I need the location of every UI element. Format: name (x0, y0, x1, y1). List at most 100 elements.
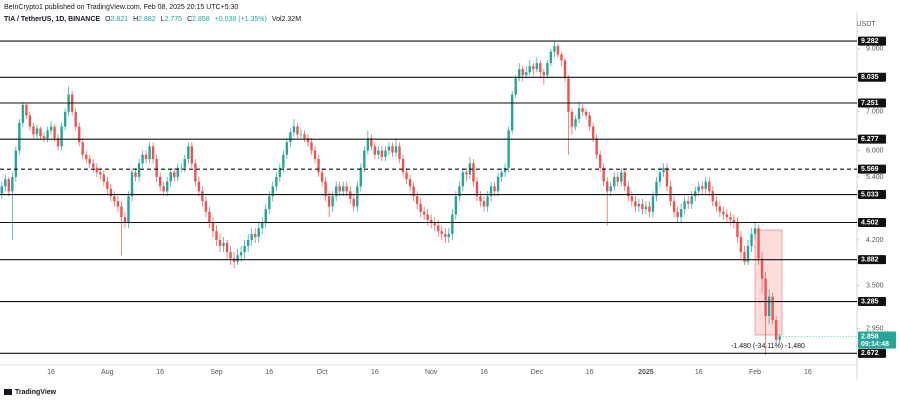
candle-body (39, 128, 42, 137)
candle-body (0, 186, 3, 194)
candle-body (81, 142, 84, 155)
ohlc-value: 2.775 (165, 16, 183, 23)
y-tick-label: 6.000 (866, 147, 884, 154)
x-tick-label: 2025 (638, 369, 654, 376)
candle-body (644, 206, 648, 210)
candle-body (577, 108, 581, 120)
candle-body (715, 201, 718, 207)
candle-body (289, 132, 292, 143)
candle-body (732, 219, 736, 223)
candle-body (127, 196, 130, 223)
logo-icon (4, 389, 12, 395)
candle-body (598, 154, 602, 168)
candle-body (151, 146, 155, 159)
candle-body (546, 63, 549, 76)
level-label: 5.033 (861, 191, 879, 198)
candle-body (7, 179, 10, 192)
ohlc-key: L (161, 16, 165, 23)
candle-body (419, 203, 422, 212)
candle-body (588, 115, 591, 127)
level-label-box (858, 255, 886, 265)
candle-body (591, 126, 595, 139)
candle-body (736, 222, 739, 237)
candle-body (408, 179, 412, 187)
candle-body (296, 126, 299, 135)
candle-body (634, 201, 637, 207)
x-tick-label: 16 (371, 369, 379, 376)
candle-body (285, 142, 289, 155)
candle-body (503, 167, 507, 173)
x-tick-label: 16 (47, 369, 55, 376)
candle-body (655, 181, 658, 197)
candle-body (623, 172, 626, 187)
candle-body (18, 122, 21, 151)
candle-body (426, 214, 429, 220)
candle-body (123, 217, 127, 223)
candle-body (729, 217, 732, 220)
level-label-box (858, 72, 886, 82)
candle-body (320, 172, 324, 182)
candle-body (148, 146, 151, 159)
candle-body (60, 126, 63, 147)
candle-body (74, 111, 77, 127)
candle-body (11, 176, 14, 192)
candle-body (412, 186, 415, 197)
candle-body (370, 138, 373, 147)
candle-body (271, 186, 274, 197)
candle-body (292, 126, 296, 133)
x-tick-label: 16 (156, 369, 164, 376)
candle-body (331, 196, 334, 207)
candle-body (116, 201, 120, 207)
candle-body (479, 196, 482, 202)
candle-body (313, 150, 317, 159)
price-range-label: -1.480 (-34.11%) -1,480 (731, 343, 805, 350)
candle-body (4, 179, 7, 187)
candle-body (92, 163, 95, 168)
candle-body (672, 201, 676, 212)
candle-body (437, 225, 440, 232)
x-tick-label: Dec (531, 369, 544, 376)
candle-body (42, 136, 46, 139)
candle-body (327, 196, 331, 207)
candle-body (489, 186, 493, 197)
candle-body (194, 163, 197, 182)
volume: Vol2.32M (272, 16, 301, 23)
candle-body (760, 258, 764, 279)
candle-body (542, 72, 546, 76)
candle-body (264, 209, 267, 223)
currency-label: USDT (856, 21, 876, 28)
candle-body (95, 167, 98, 173)
level-label: 2.672 (861, 350, 879, 357)
symbol-legend: TIA / TetherUS, 1D, BINANCE O2.821 H2.882 L… (4, 16, 301, 23)
x-tick-label: 16 (265, 369, 273, 376)
candle-body (155, 158, 158, 177)
candle-body (648, 206, 651, 212)
level-label-box (858, 218, 886, 228)
candle-body (377, 150, 380, 155)
candle-body (496, 176, 500, 192)
candle-body (525, 72, 528, 76)
x-tick-label: Aug (101, 369, 114, 376)
candle-body (204, 201, 208, 212)
candle-body (662, 167, 665, 173)
candle-body (767, 296, 771, 317)
candle-body (109, 188, 113, 197)
candle-body (25, 104, 28, 116)
candle-body (620, 172, 623, 182)
level-label: 4.502 (861, 219, 879, 226)
candle-body (458, 186, 461, 197)
candle-body (430, 219, 433, 223)
candle-body (627, 186, 630, 197)
candle-body (28, 115, 32, 127)
candle-body (88, 158, 91, 164)
candle-body (739, 236, 743, 253)
candle-body (482, 201, 486, 207)
candle-body (306, 138, 310, 143)
candle-body (56, 138, 60, 147)
y-tick-label: 5.400 (866, 174, 884, 181)
candle-body (454, 196, 458, 215)
candle-body (641, 203, 644, 210)
candle-body (250, 234, 253, 240)
